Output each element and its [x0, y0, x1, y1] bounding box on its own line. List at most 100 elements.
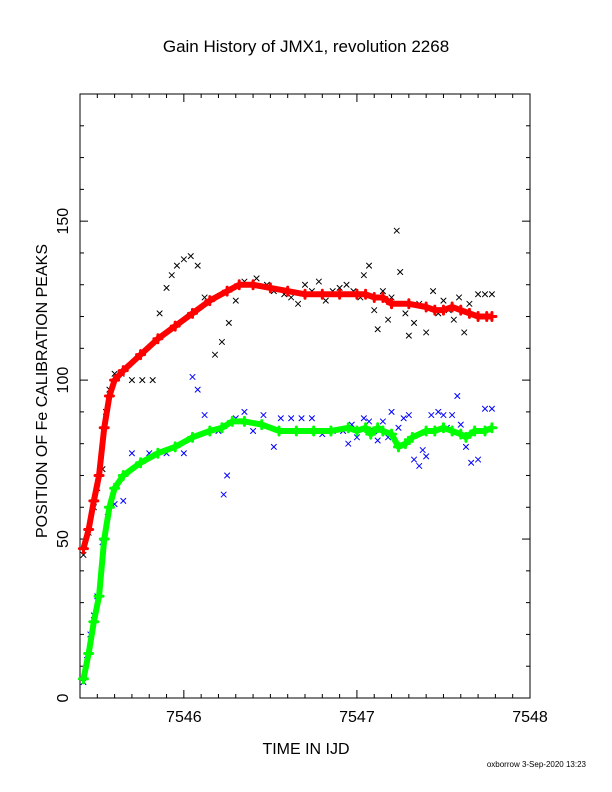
data-point [80, 551, 87, 558]
data-point [360, 272, 367, 279]
data-point [366, 418, 373, 425]
series-0 [80, 227, 495, 558]
data-point [277, 415, 284, 422]
data-point [168, 272, 175, 279]
data-point [173, 262, 180, 269]
data-point [411, 456, 418, 463]
data-point [423, 329, 430, 336]
data-point [457, 421, 464, 428]
data-point [488, 405, 495, 412]
data-point [220, 491, 227, 498]
data-point [232, 297, 239, 304]
data-point [156, 310, 163, 317]
data-point [180, 450, 187, 457]
data-point [466, 300, 473, 307]
data-point [475, 291, 482, 298]
y-axis-label: POSITION OF Fe CALIBRATION PEAKS [34, 244, 51, 538]
data-point [366, 262, 373, 269]
data-point [194, 386, 201, 393]
data-point [385, 316, 392, 323]
data-point [405, 332, 412, 339]
y-tick-label: 50 [55, 530, 72, 548]
data-point [149, 377, 156, 384]
chart-title: Gain History of JMX1, revolution 2268 [163, 37, 449, 56]
data-point [461, 329, 468, 336]
data-point [225, 319, 232, 326]
data-point [180, 256, 187, 263]
data-point [482, 405, 488, 412]
data-point [435, 408, 442, 415]
x-tick-label: 7547 [339, 709, 375, 726]
series-2 [77, 279, 498, 555]
data-point [482, 291, 488, 298]
data-point [462, 443, 469, 450]
data-point [187, 253, 194, 260]
data-point [345, 440, 352, 447]
tick-labels: 0 50 100 150 7546 7547 7548 [55, 208, 548, 726]
data-point [400, 415, 407, 422]
data-series [77, 227, 498, 686]
data-point [189, 373, 196, 380]
data-point [374, 437, 381, 444]
fit-track [80, 418, 494, 680]
data-point [379, 288, 386, 295]
data-point [428, 412, 435, 419]
data-point [295, 300, 302, 307]
data-point [353, 434, 360, 441]
data-point [397, 269, 404, 276]
x-tick-label: 7546 [166, 709, 202, 726]
data-point [315, 278, 322, 285]
data-point [374, 326, 381, 333]
y-tick-label: 150 [55, 208, 72, 235]
data-point [322, 297, 329, 304]
x-tick-label: 7548 [512, 709, 548, 726]
data-point [201, 294, 208, 301]
y-tick-label: 100 [55, 367, 72, 394]
data-point [416, 462, 423, 469]
data-point [488, 291, 495, 298]
data-point [475, 456, 482, 463]
fit-track [80, 281, 492, 550]
data-point [218, 338, 225, 345]
data-point [128, 377, 135, 384]
data-point [440, 297, 447, 304]
data-point [395, 424, 402, 431]
data-point [212, 351, 218, 358]
plot-frame [79, 93, 531, 699]
data-point [456, 294, 463, 301]
data-point [454, 393, 461, 399]
data-point [298, 415, 305, 422]
data-point [393, 227, 400, 234]
data-point [308, 415, 315, 422]
y-tick-label: 0 [55, 693, 72, 702]
data-point [270, 443, 277, 450]
data-point [120, 497, 127, 504]
data-point [128, 450, 135, 457]
data-point [419, 447, 426, 454]
data-point [224, 472, 231, 479]
data-point [139, 377, 146, 384]
data-point [250, 427, 257, 434]
data-point [468, 459, 475, 466]
data-point [430, 288, 437, 295]
data-point [288, 415, 295, 422]
data-point [201, 412, 208, 419]
data-point [343, 281, 350, 288]
data-point [360, 415, 367, 422]
data-point [440, 412, 447, 419]
data-point [336, 284, 343, 291]
data-point [253, 275, 260, 282]
footer-stamp: oxborrow 3-Sep-2020 13:23 [487, 760, 587, 769]
data-point [288, 294, 295, 301]
data-point [449, 412, 456, 419]
data-point [450, 316, 457, 323]
x-axis-label: TIME IN IJD [262, 741, 349, 758]
data-point [402, 310, 409, 317]
data-point [302, 281, 308, 288]
data-point [371, 307, 378, 314]
series-3 [77, 415, 498, 685]
data-point [411, 319, 418, 326]
data-point [423, 453, 430, 460]
data-point [260, 412, 267, 419]
